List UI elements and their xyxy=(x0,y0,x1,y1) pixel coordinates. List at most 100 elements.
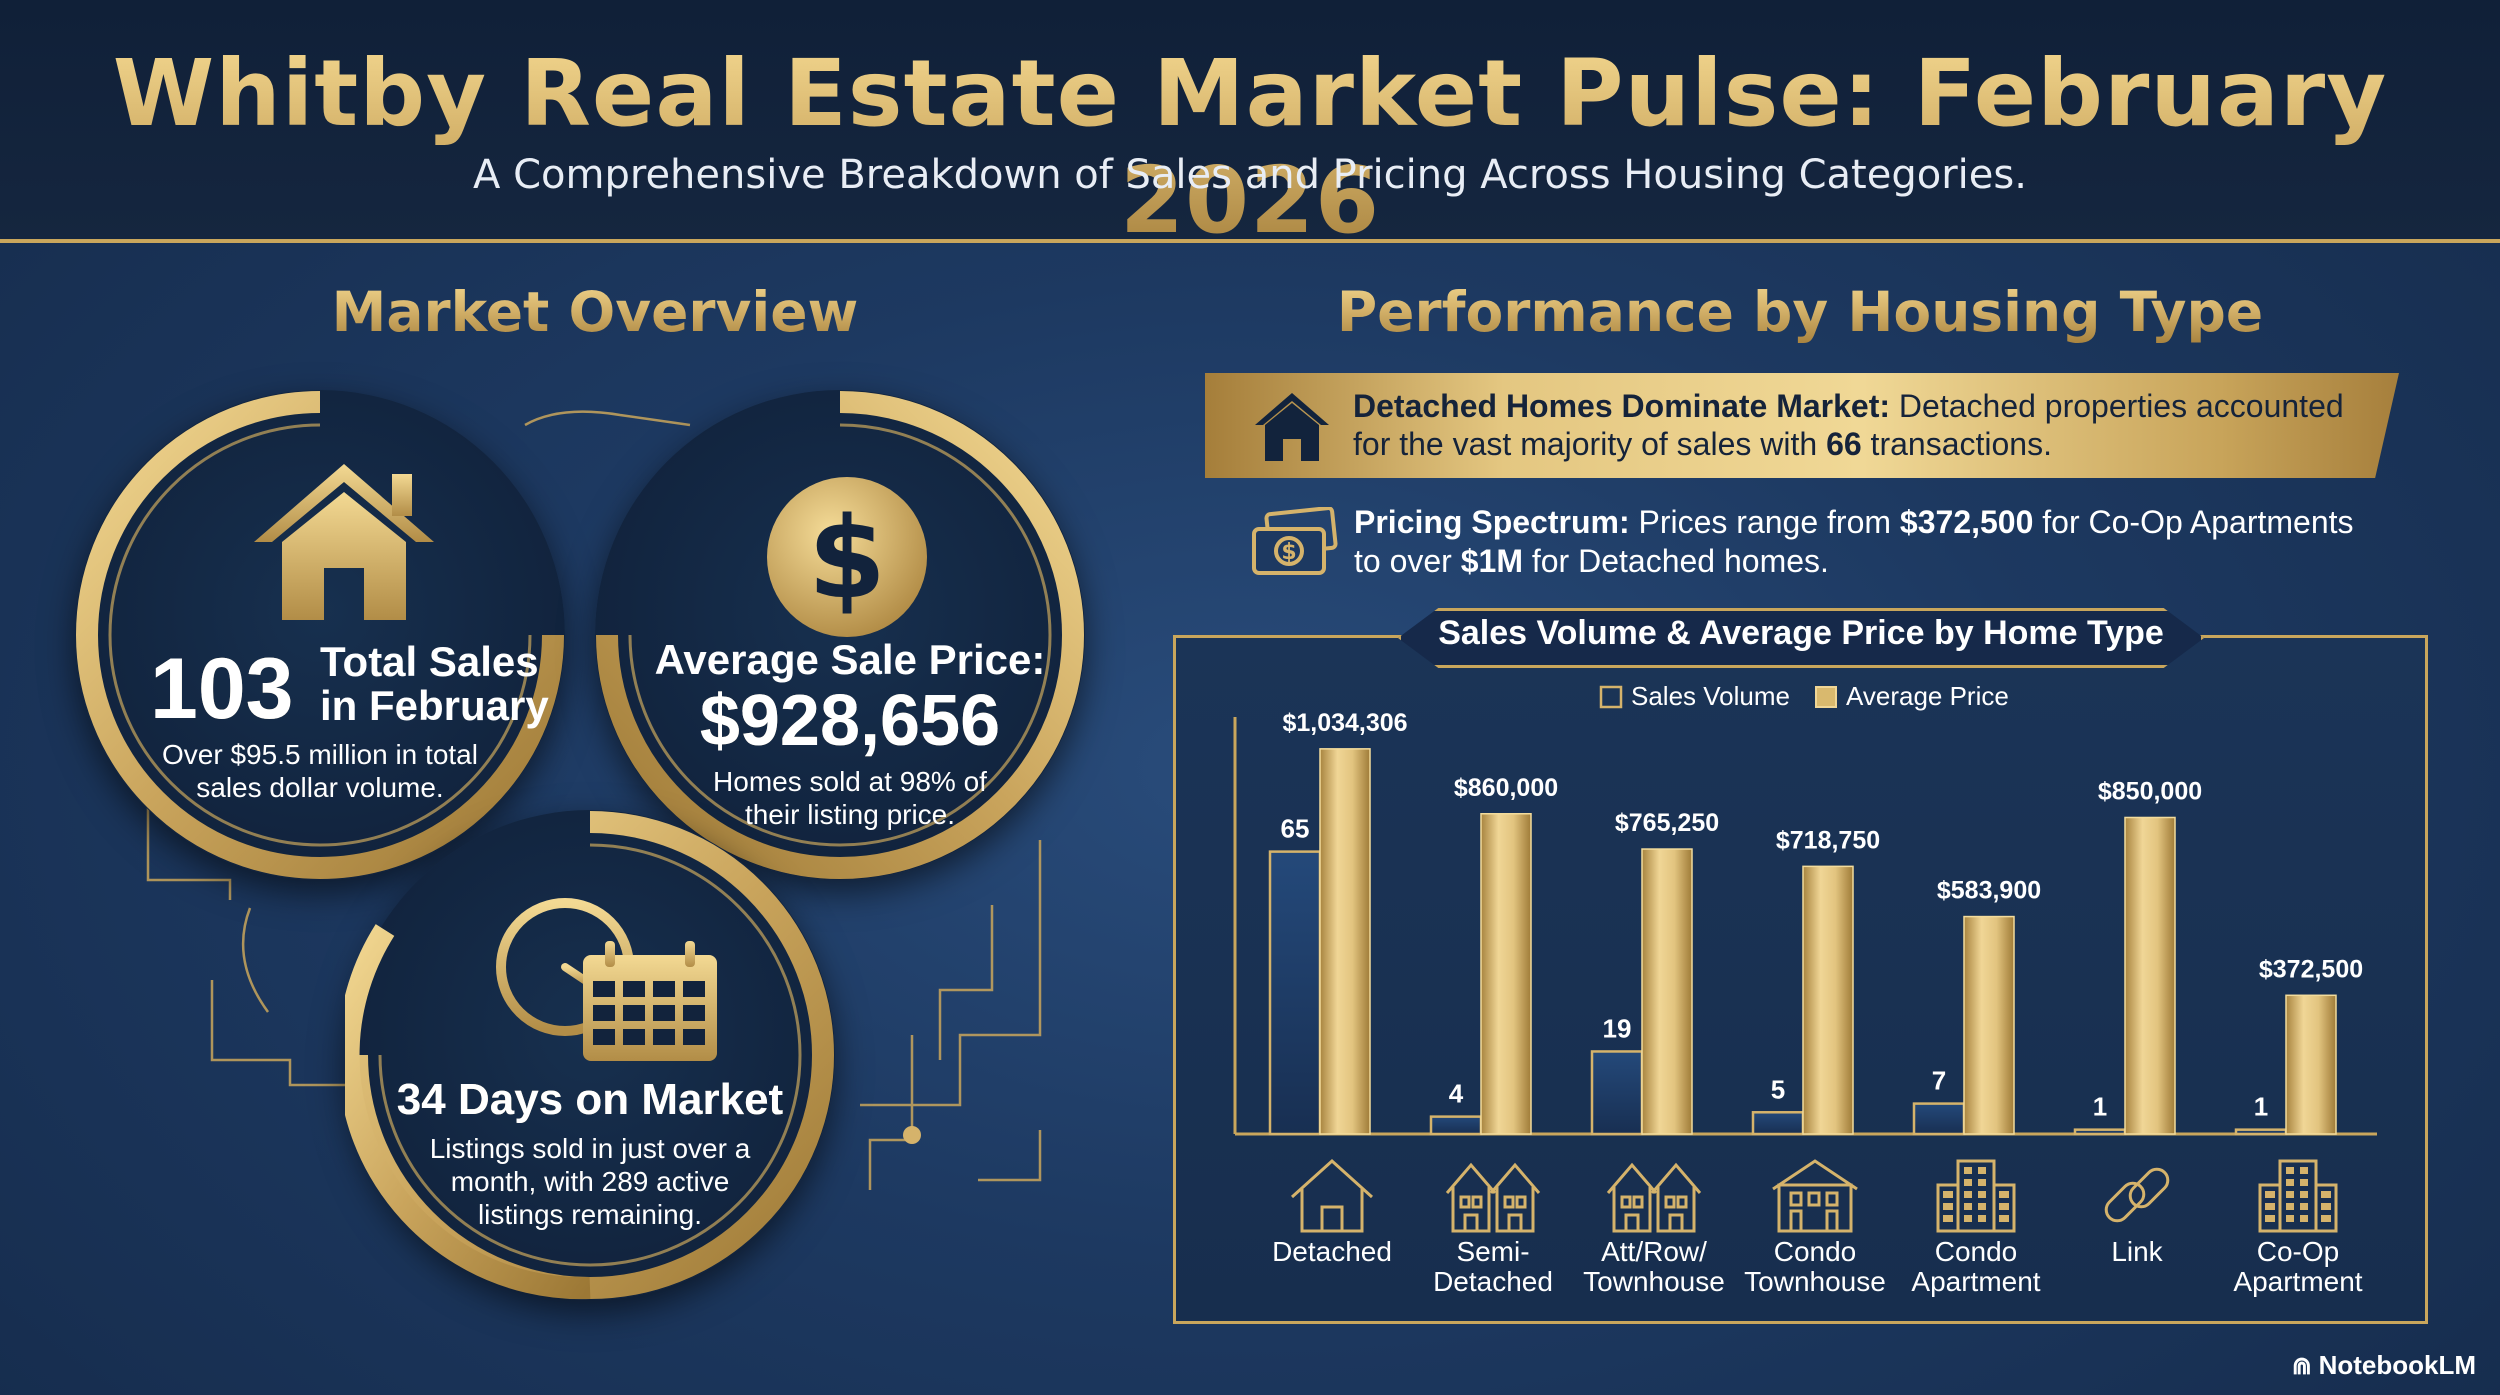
window-shape xyxy=(1503,1195,1515,1209)
category-label: Townhouse xyxy=(1583,1266,1725,1297)
chart-bars: 65 $1,034,306 4 $860,000 19 $765,250 5 $718,750… xyxy=(1268,709,2363,1136)
co-op-apartment-icon xyxy=(2258,1159,2338,1233)
window-shape xyxy=(1943,1215,1953,1222)
chart-legend: Sales Volume Average Price xyxy=(1599,681,2009,711)
days-on-market-desc: Listings sold in just over a month, with… xyxy=(400,1132,780,1231)
total-sales-label-line2: in February xyxy=(320,682,549,729)
wall-shape xyxy=(1777,1183,1853,1233)
average-price-bar xyxy=(1641,848,1693,1135)
window-shape xyxy=(2286,1167,2294,1174)
category-label: Co-Op xyxy=(2257,1236,2339,1267)
window-shape xyxy=(1632,1195,1644,1209)
window-shape xyxy=(1999,1191,2009,1198)
tower-shape xyxy=(2314,1183,2338,1233)
category-label: Att/Row/ xyxy=(1601,1236,1707,1267)
banner-text1: Detached properties accounted xyxy=(1890,388,2344,424)
header-band: Whitby Real Estate Market Pulse: Februar… xyxy=(0,0,2500,254)
avg-price-desc-line2: their listing price. xyxy=(744,799,956,830)
category-label: Townhouse xyxy=(1744,1266,1886,1297)
average-price-label: $718,750 xyxy=(1776,826,1880,854)
average-price-label: $1,034,306 xyxy=(1282,709,1407,737)
chain-link-shape xyxy=(2104,1181,2146,1223)
bar-chart: Sales Volume Average Price 65 $1,034,306 4 $… xyxy=(1233,681,2377,1297)
window-shape xyxy=(1789,1191,1803,1207)
window-shape xyxy=(1515,1195,1527,1209)
tower-shape xyxy=(2278,1159,2318,1233)
window-shape xyxy=(1471,1195,1483,1209)
average-price-bar xyxy=(1319,748,1371,1135)
window-shape xyxy=(2265,1191,2275,1198)
sales-volume-bar xyxy=(1912,1102,1966,1136)
sales-volume-bar xyxy=(1429,1115,1483,1136)
wall-shape xyxy=(1656,1187,1696,1233)
roof-shape xyxy=(1650,1162,1702,1194)
spectrum-text3: to over xyxy=(1354,543,1461,579)
days-on-market-desc-line2: month, with 289 active xyxy=(450,1166,730,1197)
door-shape xyxy=(1825,1209,1839,1233)
tower-shape xyxy=(1956,1159,1996,1233)
svg-text:$: $ xyxy=(808,494,886,624)
avg-price-desc: Homes sold at 98% of their listing price… xyxy=(660,765,1040,831)
detached-house-icon xyxy=(1290,1158,1374,1233)
brand-name: NotebookLM xyxy=(2318,1350,2476,1380)
window-shape xyxy=(1943,1191,1953,1198)
banner-count: 66 xyxy=(1826,426,1862,462)
door-shape xyxy=(1668,1213,1684,1233)
average-price-bar xyxy=(1963,915,2015,1135)
window-shape xyxy=(1978,1167,1986,1174)
days-on-market-desc-line3: listings remaining. xyxy=(477,1199,703,1230)
house-icon xyxy=(1255,393,1329,461)
performance-title: Performance by Housing Type xyxy=(1240,280,2360,344)
spectrum-bold: Pricing Spectrum: xyxy=(1354,504,1630,540)
window-shape xyxy=(1964,1191,1972,1198)
sales-volume-bar xyxy=(2234,1128,2288,1136)
window-shape xyxy=(1964,1179,1972,1186)
window-shape xyxy=(1999,1215,2009,1222)
sales-volume-bar xyxy=(1590,1050,1644,1136)
average-price-label: $850,000 xyxy=(2098,777,2202,805)
category-label: Apartment xyxy=(1911,1266,2040,1297)
window-shape xyxy=(1676,1195,1688,1209)
window-shape xyxy=(1964,1167,1972,1174)
roof-shape xyxy=(1606,1162,1658,1194)
sales-volume-bar xyxy=(1268,850,1322,1136)
window-shape xyxy=(1620,1195,1632,1209)
window-shape xyxy=(1978,1179,1986,1186)
roof-shape xyxy=(1489,1162,1541,1194)
window-shape xyxy=(1943,1203,1953,1210)
window-shape xyxy=(2300,1191,2308,1198)
roof-shape xyxy=(1290,1158,1374,1199)
window-shape xyxy=(1964,1203,1972,1210)
window-shape xyxy=(2286,1215,2294,1222)
door-shape xyxy=(1507,1213,1523,1233)
sales-volume-label: 19 xyxy=(1603,1013,1632,1043)
avg-price-ring xyxy=(596,391,1084,879)
house-icon xyxy=(254,464,434,620)
average-price-label: $860,000 xyxy=(1454,774,1558,802)
banner-text2: for the vast majority of sales with xyxy=(1353,426,1827,462)
window-shape xyxy=(2265,1215,2275,1222)
wall-shape xyxy=(1300,1189,1364,1233)
total-sales-label: Total Sales in February xyxy=(320,640,570,728)
detached-dominate-banner: Detached Homes Dominate Market: Detached… xyxy=(1205,373,2399,478)
chart-title-plate xyxy=(1398,608,2204,668)
category-label: Detached xyxy=(1272,1236,1392,1267)
page-subtitle: A Comprehensive Breakdown of Sales and P… xyxy=(473,152,2027,198)
window-shape xyxy=(1459,1195,1471,1209)
banner-bold: Detached Homes Dominate Market: xyxy=(1353,388,1891,424)
days-on-market-label: 34 Days on Market xyxy=(380,1075,800,1125)
link-icon xyxy=(2104,1167,2170,1223)
window-shape xyxy=(2286,1191,2294,1198)
dollar-coin-icon: $ xyxy=(767,477,927,637)
average-price-bar xyxy=(1802,865,1854,1135)
tower-shape xyxy=(2258,1183,2282,1233)
sales-volume-label: 1 xyxy=(2254,1092,2268,1122)
door-shape xyxy=(1463,1213,1479,1233)
window-shape xyxy=(2321,1203,2331,1210)
window-shape xyxy=(2300,1167,2308,1174)
window-shape xyxy=(2286,1203,2294,1210)
days-on-market-desc-line1: Listings sold in just over a xyxy=(429,1133,751,1164)
wall-shape xyxy=(1612,1187,1652,1233)
banner-text3: transactions. xyxy=(1861,426,2052,462)
wall-shape xyxy=(1451,1187,1491,1233)
